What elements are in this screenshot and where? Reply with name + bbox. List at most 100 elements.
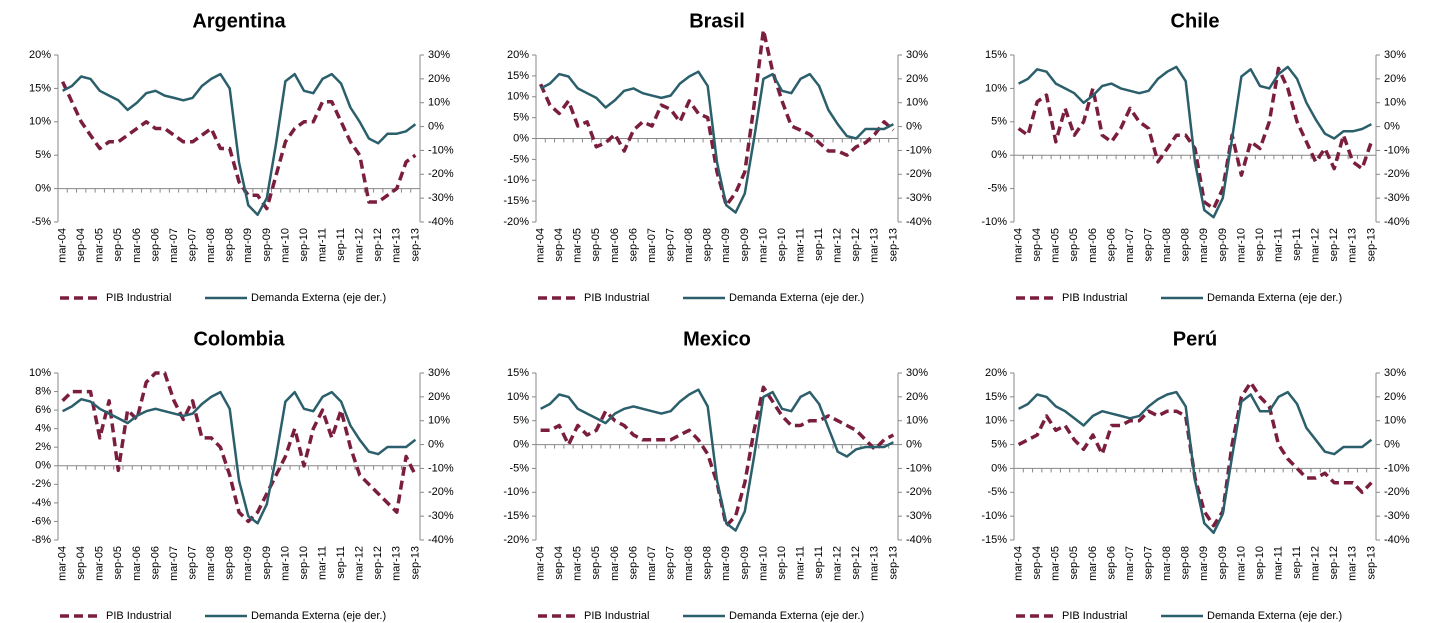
y-tick-label: 5% (991, 116, 1007, 128)
x-tick-label: sep-04 (553, 546, 565, 580)
x-tick-label: sep-06 (627, 228, 639, 262)
y2-tick-label: -40% (906, 216, 932, 228)
y2-tick-label: -10% (428, 144, 454, 156)
x-tick-label: sep-06 (627, 546, 639, 580)
y2-tick-label: -40% (428, 534, 454, 546)
y2-tick-label: -40% (428, 216, 454, 228)
y2-tick-label: 10% (1384, 97, 1406, 109)
y2-tick-label: 0% (1384, 120, 1400, 132)
x-tick-label: sep-09 (739, 546, 751, 580)
x-tick-label: sep-11 (813, 546, 825, 579)
x-tick-label: sep-08 (702, 546, 714, 580)
y-tick-label: -15% (981, 534, 1007, 546)
y-tick-label: 15% (985, 49, 1007, 61)
y-tick-label: 10% (985, 415, 1007, 427)
y-tick-label: 10% (29, 116, 51, 128)
legend-label: Demanda Externa (eje der.) (1207, 610, 1342, 622)
x-tick-label: mar-04 (57, 546, 69, 581)
x-tick-label: mar-05 (1050, 228, 1062, 263)
x-tick-label: mar-04 (535, 546, 547, 581)
x-tick-label: mar-05 (94, 546, 106, 581)
y2-tick-label: -10% (1384, 144, 1410, 156)
y2-tick-label: 20% (428, 391, 450, 403)
x-tick-label: mar-09 (1198, 228, 1210, 263)
x-tick-label: sep-05 (1068, 228, 1080, 262)
y-tick-label: 6% (35, 404, 51, 416)
x-tick-label: mar-10 (1235, 546, 1247, 581)
x-tick-label: mar-07 (168, 228, 180, 263)
y-tick-label: 5% (35, 149, 51, 161)
y-tick-label: 10% (507, 91, 529, 103)
y2-tick-label: 0% (428, 438, 444, 450)
x-tick-label: sep-11 (1291, 546, 1303, 579)
x-tick-label: sep-09 (739, 228, 751, 262)
x-tick-label: sep-13 (1365, 228, 1377, 262)
y2-tick-label: -40% (906, 534, 932, 546)
y-tick-label: 10% (507, 391, 529, 403)
x-tick-label: mar-05 (94, 228, 106, 263)
y2-tick-label: 30% (428, 49, 450, 61)
y-tick-label: 0% (513, 132, 529, 144)
y2-tick-label: 20% (906, 391, 928, 403)
series-line (540, 70, 894, 214)
x-tick-label: mar-08 (1161, 546, 1173, 581)
y2-tick-label: -30% (428, 510, 454, 522)
x-tick-label: mar-04 (535, 228, 547, 263)
y2-tick-label: 0% (906, 120, 922, 132)
legend-label: Demanda Externa (eje der.) (729, 610, 864, 622)
x-tick-label: sep-11 (1291, 228, 1303, 261)
x-tick-label: mar-11 (316, 228, 328, 262)
y-tick-label: 10% (985, 82, 1007, 94)
y2-tick-label: -30% (428, 192, 454, 204)
y-tick-label: 0% (513, 438, 529, 450)
x-tick-label: sep-10 (298, 546, 310, 580)
x-tick-label: mar-08 (683, 546, 695, 581)
y2-tick-label: 30% (1384, 49, 1406, 61)
x-tick-label: sep-12 (372, 228, 384, 262)
x-tick-label: mar-13 (869, 228, 881, 263)
y-tick-label: -15% (503, 195, 529, 207)
y2-tick-label: -40% (1384, 534, 1410, 546)
x-tick-label: mar-04 (57, 228, 69, 263)
x-tick-label: sep-07 (1142, 546, 1154, 580)
x-tick-label: mar-09 (1198, 546, 1210, 581)
y2-tick-label: -30% (906, 510, 932, 522)
x-tick-label: mar-07 (1124, 546, 1136, 581)
x-tick-label: mar-13 (1347, 546, 1359, 581)
y2-tick-label: -10% (906, 462, 932, 474)
x-tick-label: mar-09 (720, 546, 732, 581)
series-line (1017, 66, 1374, 211)
x-tick-label: mar-05 (572, 546, 584, 581)
legend-label: Demanda Externa (eje der.) (251, 292, 386, 304)
series-line (540, 388, 894, 532)
x-tick-label: sep-08 (702, 228, 714, 262)
x-tick-label: mar-12 (354, 228, 366, 263)
y-tick-label: -15% (503, 510, 529, 522)
x-tick-label: sep-12 (850, 228, 862, 262)
y2-tick-label: 10% (428, 415, 450, 427)
x-tick-label: sep-11 (335, 228, 347, 261)
x-tick-label: sep-04 (553, 228, 565, 262)
x-tick-label: mar-12 (832, 228, 844, 263)
y2-tick-label: -10% (906, 144, 932, 156)
x-tick-label: mar-10 (757, 546, 769, 581)
x-tick-label: sep-09 (261, 546, 273, 580)
y-tick-label: 2% (35, 441, 51, 453)
x-tick-label: mar-09 (242, 546, 254, 581)
y-tick-label: 15% (507, 70, 529, 82)
y-tick-label: 4% (35, 423, 51, 435)
y-tick-label: -8% (31, 534, 51, 546)
x-tick-label: mar-11 (794, 546, 806, 580)
y2-tick-label: 0% (1384, 438, 1400, 450)
x-tick-label: mar-07 (646, 546, 658, 581)
legend-label: PIB Industrial (1062, 292, 1127, 304)
y2-tick-label: -30% (906, 192, 932, 204)
legend-label: PIB Industrial (106, 292, 171, 304)
x-tick-label: sep-12 (850, 546, 862, 580)
y2-tick-label: -20% (1384, 168, 1410, 180)
y-tick-label: -10% (503, 486, 529, 498)
y-tick-label: 8% (35, 385, 51, 397)
x-tick-label: mar-13 (869, 546, 881, 581)
x-tick-label: sep-09 (1217, 546, 1229, 580)
x-tick-label: mar-06 (609, 546, 621, 581)
